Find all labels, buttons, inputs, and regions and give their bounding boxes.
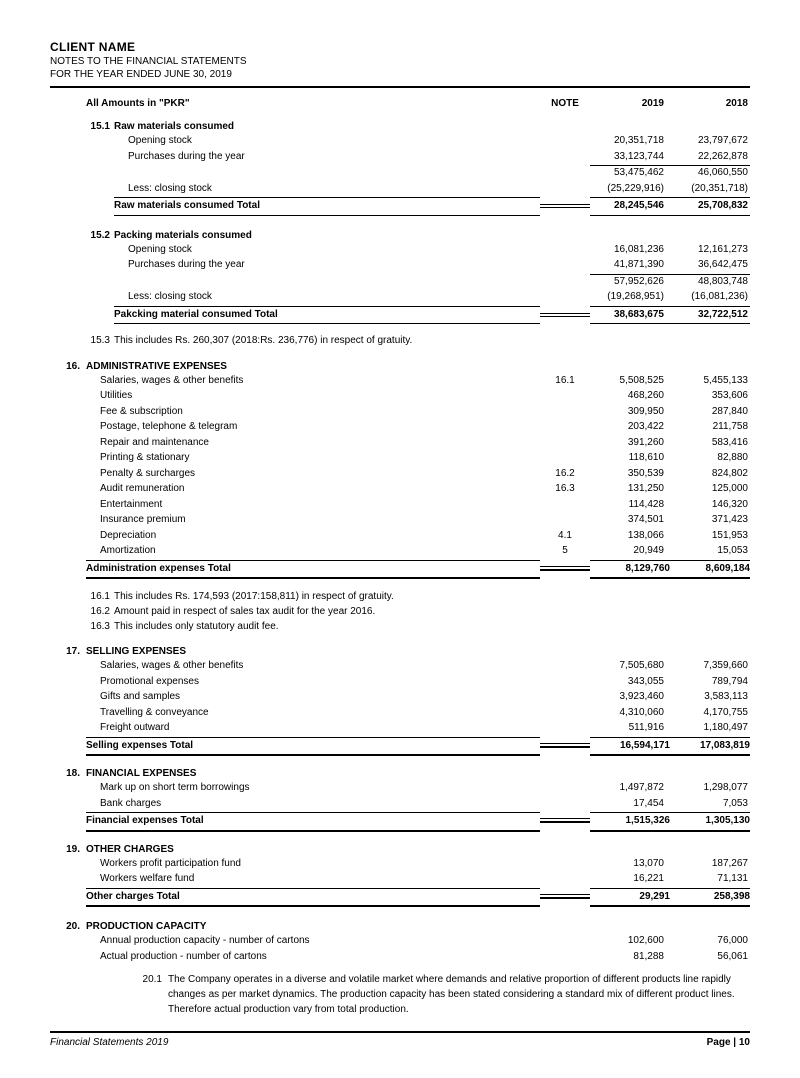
table-row: Gifts and samples3,923,4603,583,113 <box>50 690 750 705</box>
page-footer: Financial Statements 2019 Page | 10 <box>50 1037 750 1048</box>
section-19-header: 19. OTHER CHARGES <box>50 844 750 855</box>
total-row: Selling expenses Total 16,594,171 17,083… <box>50 737 750 757</box>
page-header: CLIENT NAME NOTES TO THE FINANCIAL STATE… <box>50 40 750 80</box>
table-row: Annual production capacity - number of c… <box>50 934 750 949</box>
table-row: Amortization520,94915,053 <box>50 544 750 559</box>
table-row: Utilities468,260353,606 <box>50 389 750 404</box>
table-row: Workers profit participation fund13,0701… <box>50 857 750 872</box>
column-headers: All Amounts in "PKR" NOTE 2019 2018 <box>50 98 750 109</box>
table-row: Purchases during the year 41,871,390 36,… <box>50 258 750 273</box>
table-row: Salaries, wages & other benefits16.15,50… <box>50 374 750 389</box>
col-amounts: All Amounts in "PKR" <box>86 98 540 109</box>
total-row: Administration expenses Total 8,129,760 … <box>50 560 750 580</box>
footer-page: Page | 10 <box>707 1037 750 1048</box>
table-row: Printing & stationary118,61082,880 <box>50 451 750 466</box>
table-row: Actual production - number of cartons81,… <box>50 950 750 965</box>
col-2019: 2019 <box>590 98 670 109</box>
table-row: Bank charges17,4547,053 <box>50 797 750 812</box>
section-17-header: 17. SELLING EXPENSES <box>50 646 750 657</box>
table-row: Fee & subscription309,950287,840 <box>50 405 750 420</box>
col-note: NOTE <box>540 98 590 109</box>
section-15-1-header: 15.1 Raw materials consumed <box>50 121 750 132</box>
table-row: Mark up on short term borrowings1,497,87… <box>50 781 750 796</box>
table-row: Freight outward511,9161,180,497 <box>50 721 750 736</box>
notes-16: 16.1 This includes Rs. 174,593 (2017:158… <box>50 589 750 634</box>
header-line-1: NOTES TO THE FINANCIAL STATEMENTS <box>50 56 750 67</box>
table-row: Less: closing stock (19,268,951) (16,081… <box>50 290 750 305</box>
col-2018: 2018 <box>670 98 750 109</box>
section-15-2-header: 15.2 Packing materials consumed <box>50 230 750 241</box>
table-row: Opening stock 16,081,236 12,161,273 <box>50 243 750 258</box>
note-20-1: 20.1 The Company operates in a diverse a… <box>50 972 750 1017</box>
subtotal-row: 53,475,462 46,060,550 <box>50 165 750 181</box>
subtotal-row: 57,952,626 48,803,748 <box>50 274 750 290</box>
table-row: Opening stock 20,351,718 23,797,672 <box>50 134 750 149</box>
table-row: Purchases during the year 33,123,744 22,… <box>50 150 750 165</box>
client-name: CLIENT NAME <box>50 40 750 54</box>
section-18-header: 18. FINANCIAL EXPENSES <box>50 768 750 779</box>
note-16-3: 16.3 This includes only statutory audit … <box>50 619 750 634</box>
table-row: Entertainment114,428146,320 <box>50 498 750 513</box>
note-15-3: 15.3 This includes Rs. 260,307 (2018:Rs.… <box>50 334 750 349</box>
header-line-2: FOR THE YEAR ENDED JUNE 30, 2019 <box>50 69 750 80</box>
table-row: Postage, telephone & telegram203,422211,… <box>50 420 750 435</box>
table-row: Penalty & surcharges16.2350,539824,802 <box>50 467 750 482</box>
table-row: Salaries, wages & other benefits7,505,68… <box>50 659 750 674</box>
note-16-2: 16.2 Amount paid in respect of sales tax… <box>50 604 750 619</box>
section-16-header: 16. ADMINISTRATIVE EXPENSES <box>50 361 750 372</box>
table-row: Repair and maintenance391,260583,416 <box>50 436 750 451</box>
footer-left: Financial Statements 2019 <box>50 1037 168 1048</box>
table-row: Insurance premium374,501371,423 <box>50 513 750 528</box>
table-row: Promotional expenses343,055789,794 <box>50 675 750 690</box>
table-row: Depreciation4.1138,066151,953 <box>50 529 750 544</box>
footer-rule <box>50 1031 750 1033</box>
total-row: Pakcking material consumed Total 38,683,… <box>50 306 750 325</box>
table-row: Audit remuneration16.3131,250125,000 <box>50 482 750 497</box>
total-row: Financial expenses Total 1,515,326 1,305… <box>50 812 750 832</box>
note-16-1: 16.1 This includes Rs. 174,593 (2017:158… <box>50 589 750 604</box>
table-row: Travelling & conveyance4,310,0604,170,75… <box>50 706 750 721</box>
table-row: Less: closing stock (25,229,916) (20,351… <box>50 182 750 197</box>
section-20-header: 20. PRODUCTION CAPACITY <box>50 921 750 932</box>
table-row: Workers welfare fund16,22171,131 <box>50 872 750 887</box>
total-row: Other charges Total 29,291 258,398 <box>50 888 750 908</box>
header-rule <box>50 86 750 88</box>
total-row: Raw materials consumed Total 28,245,546 … <box>50 197 750 216</box>
